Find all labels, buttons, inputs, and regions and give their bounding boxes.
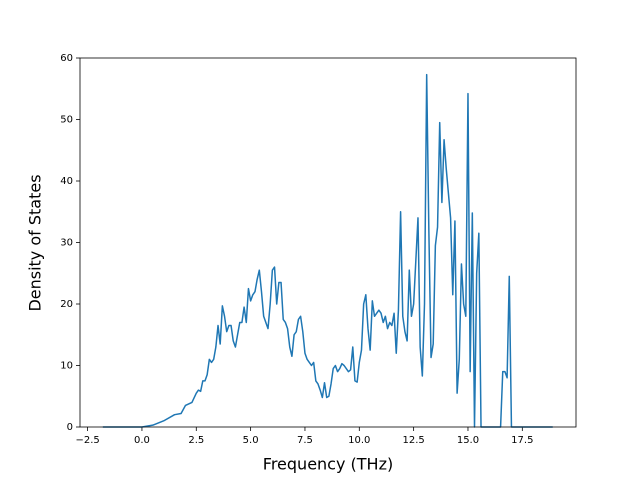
y-tick-label: 0 [67,422,73,433]
dos-line [102,73,553,428]
y-tick-label: 50 [60,115,73,126]
y-axis-label: Density of States [26,174,45,311]
x-tick-label: 0.0 [134,435,150,446]
x-tick-label: 10.0 [348,435,370,446]
x-tick-label: 2.5 [188,435,204,446]
y-tick-label: 20 [60,299,73,310]
x-tick-label: 17.5 [511,435,533,446]
plot-frame [79,57,577,428]
y-tick-label: 40 [60,176,73,187]
x-tick-label: 5.0 [243,435,259,446]
x-axis-label: Frequency (THz) [263,455,393,474]
x-tick-label: 7.5 [297,435,313,446]
x-tick-label: 12.5 [403,435,425,446]
x-tick-label: −2.5 [75,435,99,446]
y-tick-label: 30 [60,238,73,249]
x-tick-label: 15.0 [457,435,479,446]
y-tick-label: 60 [60,53,73,64]
y-tick-label: 10 [60,361,73,372]
